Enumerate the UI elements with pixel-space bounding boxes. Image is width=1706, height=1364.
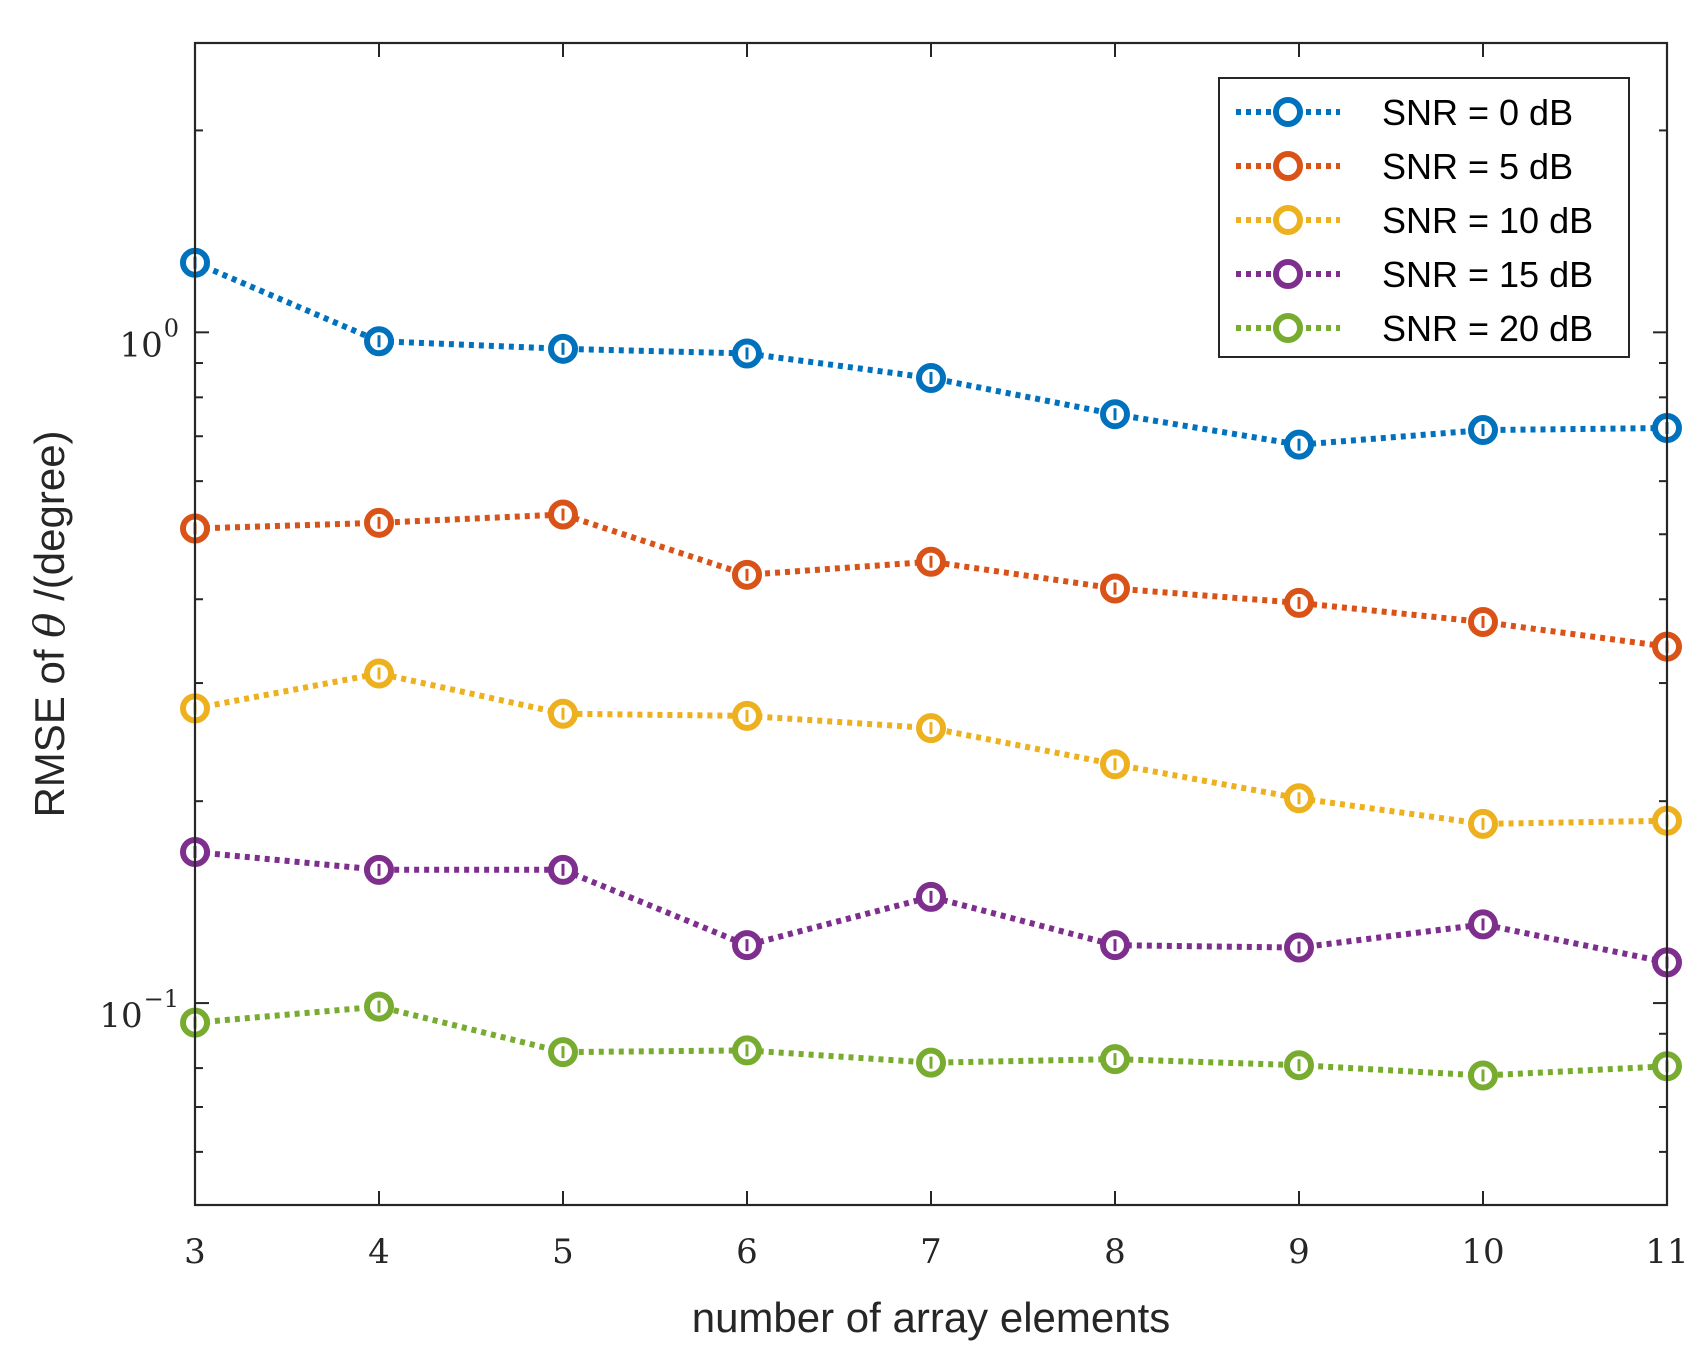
legend: SNR = 0 dB SNR = 5 dB SNR = 10 dB SNR = 15 … (1218, 77, 1630, 358)
legend-label: SNR = 0 dB (1382, 92, 1573, 133)
y-axis-label-theta: θ (25, 613, 74, 638)
series-2 (180, 658, 1682, 839)
legend-label: SNR = 15 dB (1382, 254, 1593, 295)
legend-entry: SNR = 15 dB (1236, 254, 1593, 295)
legend-entry: SNR = 5 dB (1236, 146, 1573, 187)
series-layer (180, 247, 1682, 1091)
y-tick-label-exponent: −1 (144, 985, 179, 1013)
y-axis-label-prefix: RMSE of (26, 638, 73, 818)
legend-entry: SNR = 20 dB (1236, 308, 1593, 349)
legend-marker (1273, 151, 1303, 181)
series-line (194, 511, 1668, 650)
series-1 (180, 499, 1682, 662)
x-tick-label: 10 (1461, 1232, 1504, 1272)
x-tick-label: 3 (184, 1232, 206, 1272)
y-tick-label-base: 10 (119, 325, 162, 365)
legend-entry: SNR = 0 dB (1236, 92, 1573, 133)
legend-label: SNR = 5 dB (1382, 146, 1573, 187)
y-tick-label-base: 10 (99, 996, 142, 1036)
series-4 (180, 991, 1682, 1091)
x-tick-label: 9 (1288, 1232, 1310, 1272)
x-tick-label: 4 (368, 1232, 390, 1272)
legend-entry: SNR = 10 dB (1236, 200, 1593, 241)
x-axis-label: number of array elements (692, 1294, 1171, 1341)
x-tick-label: 6 (736, 1232, 758, 1272)
plot-frame (193, 41, 1669, 1207)
x-tick-label: 5 (552, 1232, 574, 1272)
x-tick-label: 11 (1645, 1232, 1688, 1272)
legend-label: SNR = 20 dB (1382, 308, 1593, 349)
x-tick-label: 8 (1104, 1232, 1126, 1272)
legend-marker (1273, 313, 1303, 343)
legend-label: SNR = 10 dB (1382, 200, 1593, 241)
legend-marker (1273, 205, 1303, 235)
y-tick-label-exponent: 0 (164, 314, 179, 342)
y-axis-label-suffix: /(degree) (26, 430, 73, 612)
y-axis-label: RMSE of θ /(degree) (25, 430, 74, 817)
x-tick-label: 7 (920, 1232, 942, 1272)
y-tick-label: 10 −1 (99, 985, 179, 1036)
legend-marker (1273, 259, 1303, 289)
y-tick-label: 10 0 (119, 314, 179, 365)
x-tick-labels: 3 4 5 6 7 8 9 10 11 (184, 1232, 1688, 1272)
legend-marker (1273, 97, 1303, 127)
